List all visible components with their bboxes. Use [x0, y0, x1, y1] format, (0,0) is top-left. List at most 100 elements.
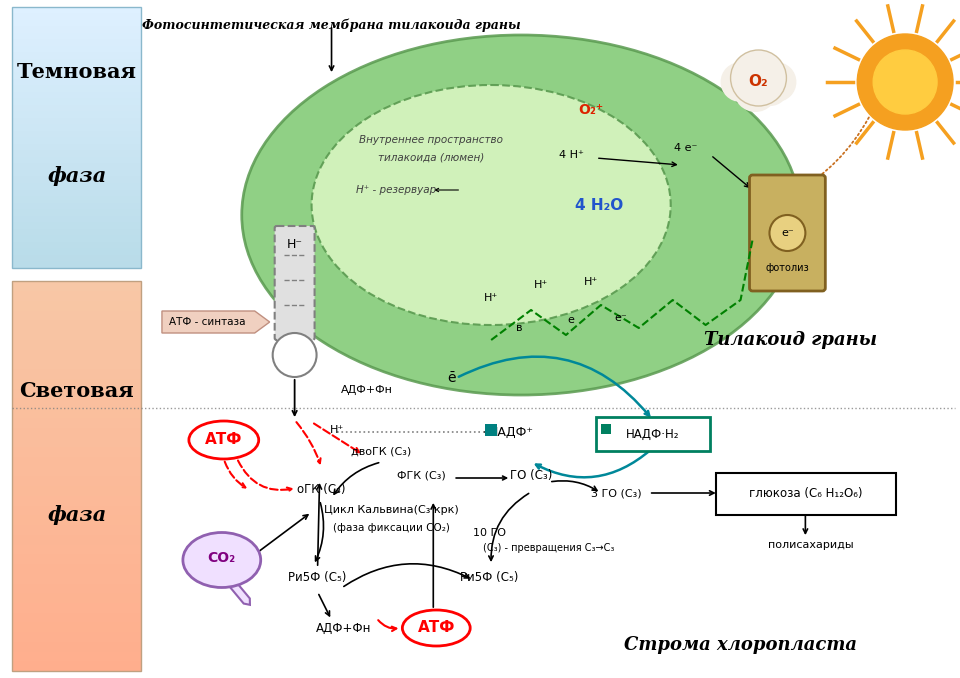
Text: ФГК (С₃): ФГК (С₃)	[396, 470, 445, 480]
Bar	[12, 652, 141, 662]
Text: АТФ: АТФ	[205, 433, 243, 447]
Bar	[12, 189, 141, 196]
Bar	[12, 535, 141, 544]
Text: е⁻: е⁻	[781, 228, 794, 238]
Text: 3 ГО (С₃): 3 ГО (С₃)	[590, 488, 641, 498]
Bar	[12, 398, 141, 408]
Text: фаза: фаза	[47, 505, 107, 525]
Text: Н⁻: Н⁻	[287, 239, 302, 252]
Text: Н⁺: Н⁺	[329, 425, 344, 435]
Bar	[12, 124, 141, 131]
Bar	[12, 574, 141, 584]
Text: АДФ+Фн: АДФ+Фн	[316, 622, 372, 635]
Text: фаза: фаза	[47, 167, 107, 186]
Bar	[12, 350, 141, 359]
Circle shape	[753, 70, 788, 106]
Bar	[485, 424, 497, 436]
Text: Н⁺: Н⁺	[584, 277, 598, 287]
Bar	[601, 424, 611, 434]
Circle shape	[273, 333, 317, 377]
Ellipse shape	[402, 610, 470, 646]
Text: Тилакоид граны: Тилакоид граны	[704, 331, 877, 349]
Bar	[12, 457, 141, 466]
Bar	[12, 515, 141, 525]
Text: в: в	[516, 323, 522, 333]
Bar	[12, 340, 141, 350]
Bar	[12, 79, 141, 85]
Circle shape	[770, 215, 805, 251]
Text: НАДФ·Н₂: НАДФ·Н₂	[626, 428, 680, 441]
Bar	[12, 20, 141, 26]
Bar	[12, 235, 141, 242]
Text: глюкоза (С₆ Н₁₂О₆): глюкоза (С₆ Н₁₂О₆)	[749, 487, 862, 500]
Bar	[12, 144, 141, 151]
Bar	[12, 98, 141, 104]
Bar	[12, 248, 141, 255]
Bar	[12, 447, 141, 457]
Text: АДФ+Фн: АДФ+Фн	[341, 385, 393, 395]
Bar	[12, 66, 141, 72]
Bar	[12, 525, 141, 535]
Circle shape	[733, 68, 778, 112]
Circle shape	[857, 34, 953, 130]
Text: Строма хлоропласта: Строма хлоропласта	[624, 636, 857, 654]
Text: (С₃) - превращения С₃→С₃: (С₃) - превращения С₃→С₃	[483, 543, 614, 553]
Text: АТФ: АТФ	[418, 620, 455, 635]
FancyBboxPatch shape	[596, 417, 709, 451]
Bar	[12, 379, 141, 388]
Bar	[12, 59, 141, 66]
Bar	[12, 330, 141, 340]
Ellipse shape	[312, 85, 671, 325]
Bar	[12, 486, 141, 496]
FancyArrow shape	[228, 580, 250, 605]
Text: полисахариды: полисахариды	[768, 540, 853, 550]
Bar	[12, 622, 141, 632]
Bar	[12, 662, 141, 671]
Circle shape	[721, 62, 760, 102]
Bar	[12, 163, 141, 170]
Bar	[12, 92, 141, 98]
Bar	[12, 496, 141, 506]
Text: оГК (С₃): оГК (С₃)	[298, 483, 346, 496]
FancyBboxPatch shape	[275, 226, 315, 340]
Text: НАДФ⁺: НАДФ⁺	[489, 426, 534, 439]
Bar	[12, 131, 141, 138]
Bar	[12, 118, 141, 124]
Bar	[12, 321, 141, 330]
Text: Цикл Кальвина(С₃ крк): Цикл Кальвина(С₃ крк)	[324, 505, 459, 515]
Text: СО₂: СО₂	[207, 551, 236, 565]
Bar	[12, 157, 141, 163]
Bar	[12, 203, 141, 209]
Bar	[12, 632, 141, 642]
Bar	[12, 151, 141, 157]
Bar	[12, 46, 141, 52]
Bar	[12, 428, 141, 437]
Text: О₂: О₂	[749, 75, 768, 89]
Bar	[12, 255, 141, 261]
FancyArrow shape	[162, 311, 270, 333]
Bar	[12, 228, 141, 235]
Bar	[12, 111, 141, 118]
Text: Внутреннее пространство: Внутреннее пространство	[359, 135, 503, 145]
Circle shape	[874, 50, 937, 114]
Text: О₂⁺: О₂⁺	[578, 103, 604, 117]
Text: Н⁺: Н⁺	[484, 293, 498, 303]
Bar	[12, 281, 141, 291]
Bar	[12, 408, 141, 418]
Bar	[12, 216, 141, 222]
Text: 10 ГО: 10 ГО	[472, 528, 506, 538]
Bar	[12, 603, 141, 613]
Bar	[12, 359, 141, 369]
Text: Н⁺: Н⁺	[534, 280, 548, 290]
Text: Ри5Ф (С₅): Ри5Ф (С₅)	[288, 572, 347, 584]
Text: фотолиз: фотолиз	[765, 263, 809, 273]
Bar	[12, 14, 141, 20]
Text: 4 Н₂О: 4 Н₂О	[575, 197, 623, 212]
Bar	[12, 39, 141, 46]
Text: 4 е⁻: 4 е⁻	[674, 143, 697, 153]
Text: (фаза фиксации СО₂): (фаза фиксации СО₂)	[333, 523, 450, 533]
Text: Световая: Световая	[19, 380, 134, 401]
Text: Ри5Ф (С₅): Ри5Ф (С₅)	[460, 572, 518, 584]
Bar	[12, 222, 141, 228]
FancyBboxPatch shape	[715, 473, 896, 515]
